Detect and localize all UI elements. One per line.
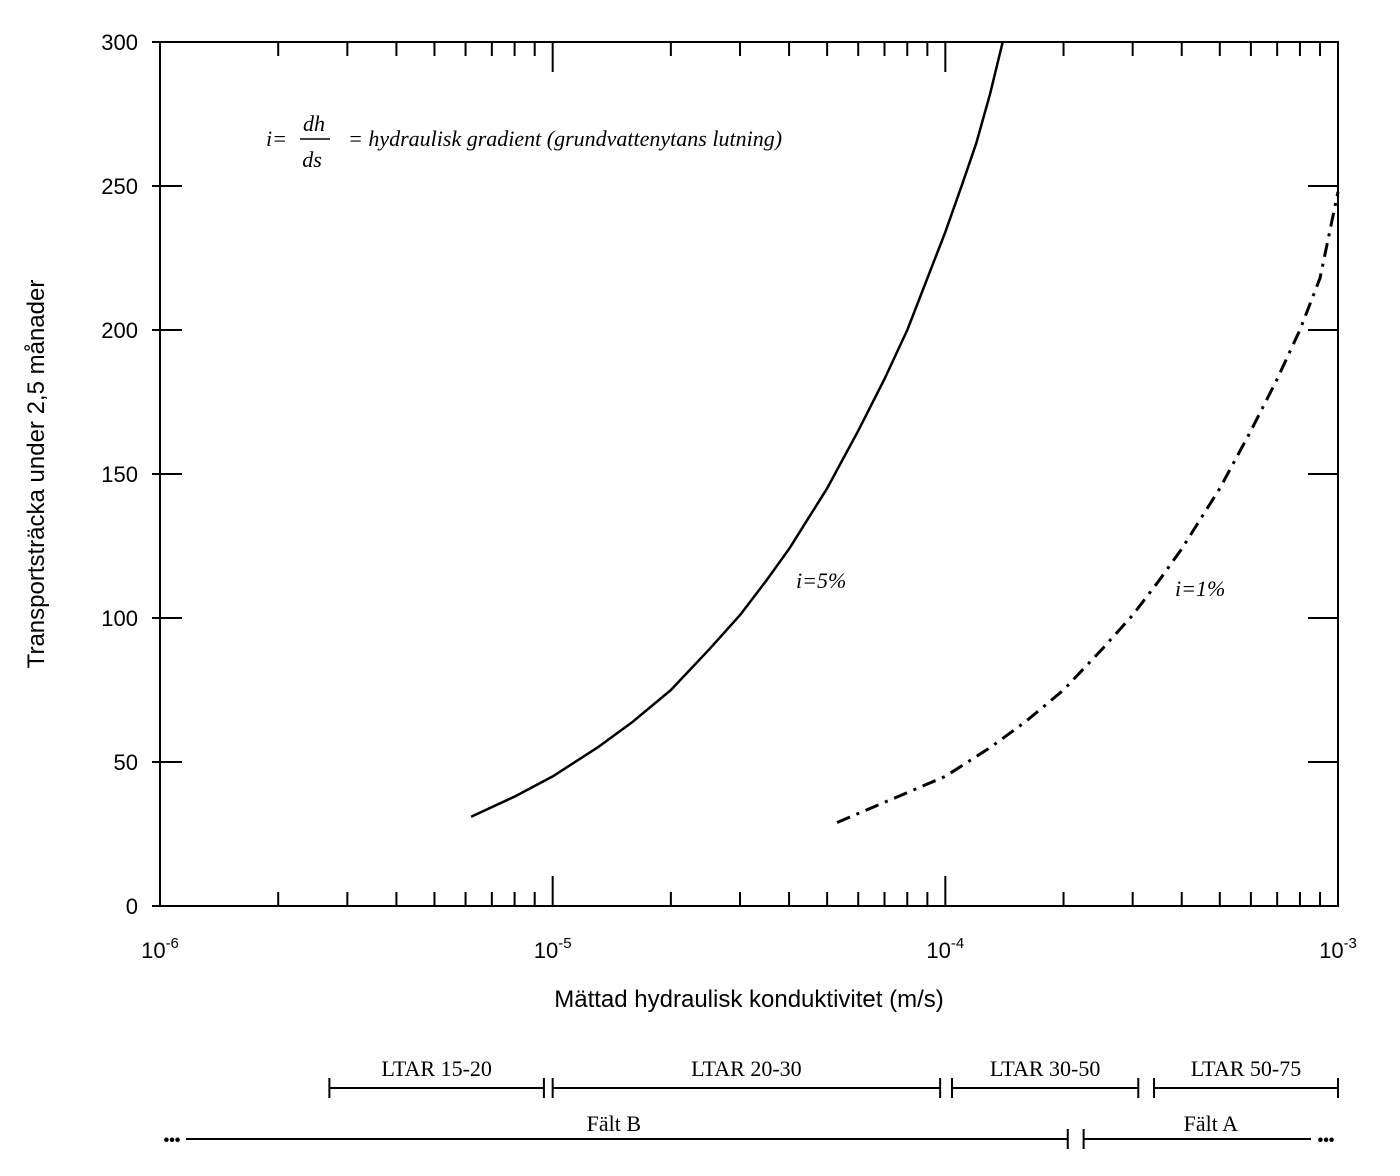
y-tick-label: 150: [101, 462, 138, 487]
series-label-i5: i=5%: [796, 568, 846, 593]
annotation-denominator: ds: [302, 147, 322, 172]
x-tick-label: 10-5: [534, 935, 572, 963]
annotation-prefix: i=: [266, 126, 287, 151]
y-tick-labels: 0 50 100 150 200 250 300: [101, 30, 138, 919]
annotation-numerator: dh: [303, 111, 325, 136]
plot-frame: [159, 41, 1339, 907]
y-tick-label: 300: [101, 30, 138, 55]
y-tick-label: 0: [126, 894, 138, 919]
y-tick-label: 250: [101, 174, 138, 199]
ltar-range-label: LTAR 30-50: [990, 1056, 1100, 1081]
falt-range-label: Fält B: [587, 1111, 641, 1136]
ellipsis-right: •••: [1318, 1132, 1335, 1149]
ltar-range-label: LTAR 20-30: [691, 1056, 801, 1081]
x-axis-title: Mättad hydraulisk konduktivitet (m/s): [554, 986, 943, 1013]
y-tick-label: 50: [114, 750, 138, 775]
x-tick-label: 10-6: [141, 935, 179, 963]
x-tick-label: 10-3: [1319, 935, 1357, 963]
ltar-range-label: LTAR 50-75: [1191, 1056, 1301, 1081]
series-line-i5: [470, 41, 1004, 818]
series-label-i1: i=1%: [1175, 576, 1225, 601]
series-lines: [470, 41, 1340, 824]
axis-ticks: [152, 41, 1339, 907]
ltar-range-label: LTAR 15-20: [381, 1056, 491, 1081]
y-axis-title: Transportsträcka under 2,5 månader: [23, 280, 50, 669]
y-tick-label: 200: [101, 318, 138, 343]
ellipsis-left: •••: [164, 1132, 181, 1149]
y-tick-label: 100: [101, 606, 138, 631]
x-tick-label: 10-4: [926, 935, 964, 963]
series-line-i1: [836, 191, 1340, 824]
range-bars: LTAR 15-20 LTAR 20-30 LTAR 30-50 LTAR 50-75…: [164, 1056, 1339, 1149]
annotation-suffix: = hydraulisk gradient (grundvattenytans …: [348, 126, 782, 151]
x-tick-labels: 10-6 10-5 10-4 10-3: [141, 935, 1357, 963]
gradient-annotation: i= dh ds = hydraulisk gradient (grundvat…: [266, 111, 782, 172]
falt-range-label: Fält A: [1184, 1111, 1239, 1136]
